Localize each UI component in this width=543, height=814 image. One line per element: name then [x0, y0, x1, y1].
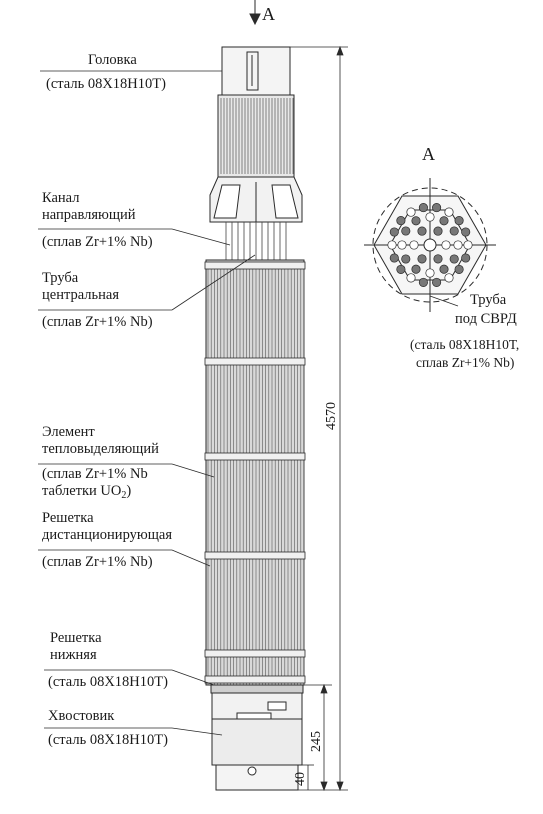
- label-svrd-tube-material: (сталь 08Х18Н10Т,: [410, 337, 520, 352]
- dimension-shank-length: 245: [309, 731, 324, 752]
- fuel-rods: [207, 262, 305, 685]
- label-central-tube: Труба центральная: [42, 270, 119, 303]
- label-svrd-tube: Труба: [470, 292, 507, 308]
- guide-channel-part: [209, 176, 303, 262]
- label-bottom-grid-material: (сталь 08Х18Н10Т): [48, 674, 168, 690]
- bottom-grid-part: [210, 684, 304, 720]
- label-guide-channel-material: (сплав Zr+1% Nb): [42, 234, 153, 250]
- label-central-tube-material: (сплав Zr+1% Nb): [42, 314, 153, 330]
- label-head-material: (сталь 08Х18Н10Т): [46, 76, 166, 92]
- fuel-bundle: [204, 259, 306, 686]
- label-fuel-element-material: (сплав Zr+1% Nb таблетки UO2): [42, 466, 148, 501]
- dimension-total-length: 4570: [324, 402, 339, 430]
- label-shank-material: (сталь 08Х18Н10Т): [48, 732, 168, 748]
- label-fuel-element: Элемент тепловыделяющий: [42, 424, 159, 457]
- label-spacer-grid: Решетка дистанционирующая: [42, 510, 172, 543]
- shank-part: [211, 718, 303, 791]
- label-bottom-grid: Решетка нижняя: [50, 630, 102, 663]
- head-part: [217, 46, 295, 178]
- section-view: [364, 178, 496, 312]
- view-arrow: [249, 0, 261, 26]
- label-shank: Хвостовик: [48, 708, 115, 724]
- label-head: Головка: [88, 52, 137, 68]
- section-fuel-pins: [387, 203, 473, 287]
- dimension-lines: [290, 45, 348, 792]
- leader-lines: [38, 70, 459, 736]
- spacer-grids: [204, 261, 306, 684]
- label-spacer-grid-material: (сплав Zr+1% Nb): [42, 554, 153, 570]
- head-fins: [220, 98, 294, 174]
- guide-rods: [225, 222, 287, 262]
- view-mark-top: A: [262, 4, 275, 24]
- label-svrd-tube-name: под СВРД: [455, 311, 517, 327]
- dimension-shank-tip: 40: [293, 772, 308, 786]
- label-guide-channel: Канал направляющий: [42, 190, 136, 223]
- view-mark-section: A: [422, 144, 435, 164]
- label-svrd-tube-material-2: сплав Zr+1% Nb): [416, 355, 515, 370]
